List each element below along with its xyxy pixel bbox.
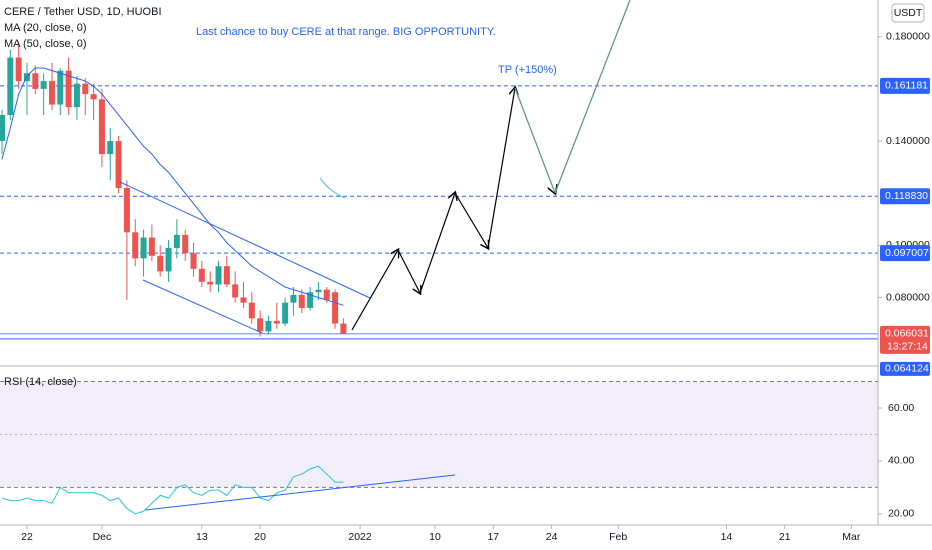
candle-body bbox=[257, 318, 264, 332]
forecast-leg bbox=[487, 88, 515, 249]
candle-body bbox=[340, 323, 347, 334]
candle-body bbox=[57, 70, 64, 105]
support-label: 0.064124 bbox=[885, 363, 929, 375]
x-tick-label: 13 bbox=[196, 531, 208, 543]
candle-body bbox=[265, 320, 272, 332]
candle-body bbox=[282, 302, 289, 324]
candle-body bbox=[307, 292, 314, 308]
channel-upper bbox=[119, 181, 371, 299]
moving-average bbox=[1, 67, 344, 306]
level-box bbox=[880, 188, 930, 205]
y-tick-label: 20.00 bbox=[888, 508, 914, 520]
rsi-line bbox=[1, 465, 344, 515]
forecast-up bbox=[554, 0, 631, 194]
candle-body bbox=[198, 268, 205, 282]
candle-body bbox=[298, 294, 305, 308]
rsi-legend: RSI (14, close) bbox=[4, 376, 77, 388]
forecast-leg bbox=[351, 250, 398, 331]
x-tick-label: 17 bbox=[487, 531, 499, 543]
target-label: TP (+150%) bbox=[498, 64, 557, 76]
level-box bbox=[880, 77, 930, 94]
last-price-box bbox=[880, 325, 930, 354]
x-tick-label: 10 bbox=[429, 531, 441, 543]
candle-body bbox=[132, 232, 139, 259]
x-tick-label: 14 bbox=[721, 531, 733, 543]
candle-body bbox=[73, 83, 80, 108]
level-box bbox=[880, 245, 930, 262]
x-tick-label: Mar bbox=[842, 531, 861, 543]
level-label: 0.118830 bbox=[885, 190, 928, 202]
candle-body bbox=[115, 141, 122, 188]
candle-body bbox=[182, 234, 189, 254]
countdown: 13:27:14 bbox=[887, 341, 928, 353]
candle-body bbox=[223, 266, 230, 285]
candle-body bbox=[215, 266, 222, 285]
candle-body bbox=[15, 57, 22, 82]
candle-body bbox=[148, 237, 155, 256]
y-tick-label: 0.140000 bbox=[886, 135, 930, 147]
forecast-leg bbox=[454, 192, 488, 248]
forecast-retrace bbox=[514, 87, 555, 193]
candle-body bbox=[232, 284, 239, 298]
candle-body bbox=[248, 302, 255, 319]
x-tick-label: 24 bbox=[546, 531, 558, 543]
candle-body bbox=[32, 73, 39, 89]
support-box bbox=[880, 361, 930, 376]
currency: USDT bbox=[894, 7, 923, 19]
candle-body bbox=[82, 83, 89, 95]
x-tick-label: 2022 bbox=[348, 531, 372, 543]
candle-body bbox=[315, 289, 322, 293]
candle-body bbox=[157, 255, 164, 272]
candle-body bbox=[165, 247, 172, 272]
last-price-label: 0.066031 bbox=[885, 328, 929, 340]
candle-body bbox=[90, 94, 97, 100]
ma20-legend: MA (20, close, 0) bbox=[4, 22, 87, 34]
candle-body bbox=[48, 81, 55, 105]
level-label: 0.097007 bbox=[885, 247, 929, 259]
candle-body bbox=[140, 237, 147, 259]
ma50-legend: MA (50, close, 0) bbox=[4, 38, 87, 50]
x-tick-label: 20 bbox=[254, 531, 266, 543]
small-curve bbox=[319, 177, 346, 199]
currency-box[interactable] bbox=[891, 3, 925, 23]
candle-body bbox=[207, 281, 214, 285]
forecast-leg bbox=[397, 249, 420, 293]
x-tick-label: 22 bbox=[21, 531, 33, 543]
y-tick-label: 40.00 bbox=[888, 455, 914, 467]
drawings bbox=[119, 0, 631, 511]
x-tick-label: Feb bbox=[609, 531, 627, 543]
candle-body bbox=[290, 294, 297, 303]
annotation: Last chance to buy CERE at that range. B… bbox=[196, 26, 496, 38]
candle-body bbox=[190, 253, 197, 269]
level-label: 0.161181 bbox=[885, 80, 928, 92]
candle-body bbox=[65, 70, 72, 108]
candle-body bbox=[23, 73, 30, 82]
y-tick-label: 60.00 bbox=[888, 402, 914, 414]
x-tick-label: 21 bbox=[779, 531, 791, 543]
candle-body bbox=[123, 187, 130, 233]
channel-lower bbox=[142, 279, 263, 334]
candle-body bbox=[173, 234, 180, 248]
y-tick-label: 0.080000 bbox=[886, 291, 930, 303]
candle-body bbox=[240, 297, 247, 303]
candle-body bbox=[332, 292, 339, 324]
candle-body bbox=[7, 57, 14, 115]
candle-body bbox=[40, 81, 47, 89]
chart-title: CERE / Tether USD, 1D, HUOBI bbox=[4, 6, 162, 18]
y-tick-label: 0.180000 bbox=[886, 31, 930, 43]
candle-body bbox=[323, 289, 330, 301]
x-tick-label: Dec bbox=[93, 531, 112, 543]
rsi-trendline bbox=[144, 474, 456, 511]
forecast-leg bbox=[419, 193, 455, 294]
candle-body bbox=[107, 141, 114, 155]
candle-body bbox=[273, 320, 280, 324]
candle-body bbox=[98, 99, 105, 155]
candle-body bbox=[0, 114, 5, 142]
